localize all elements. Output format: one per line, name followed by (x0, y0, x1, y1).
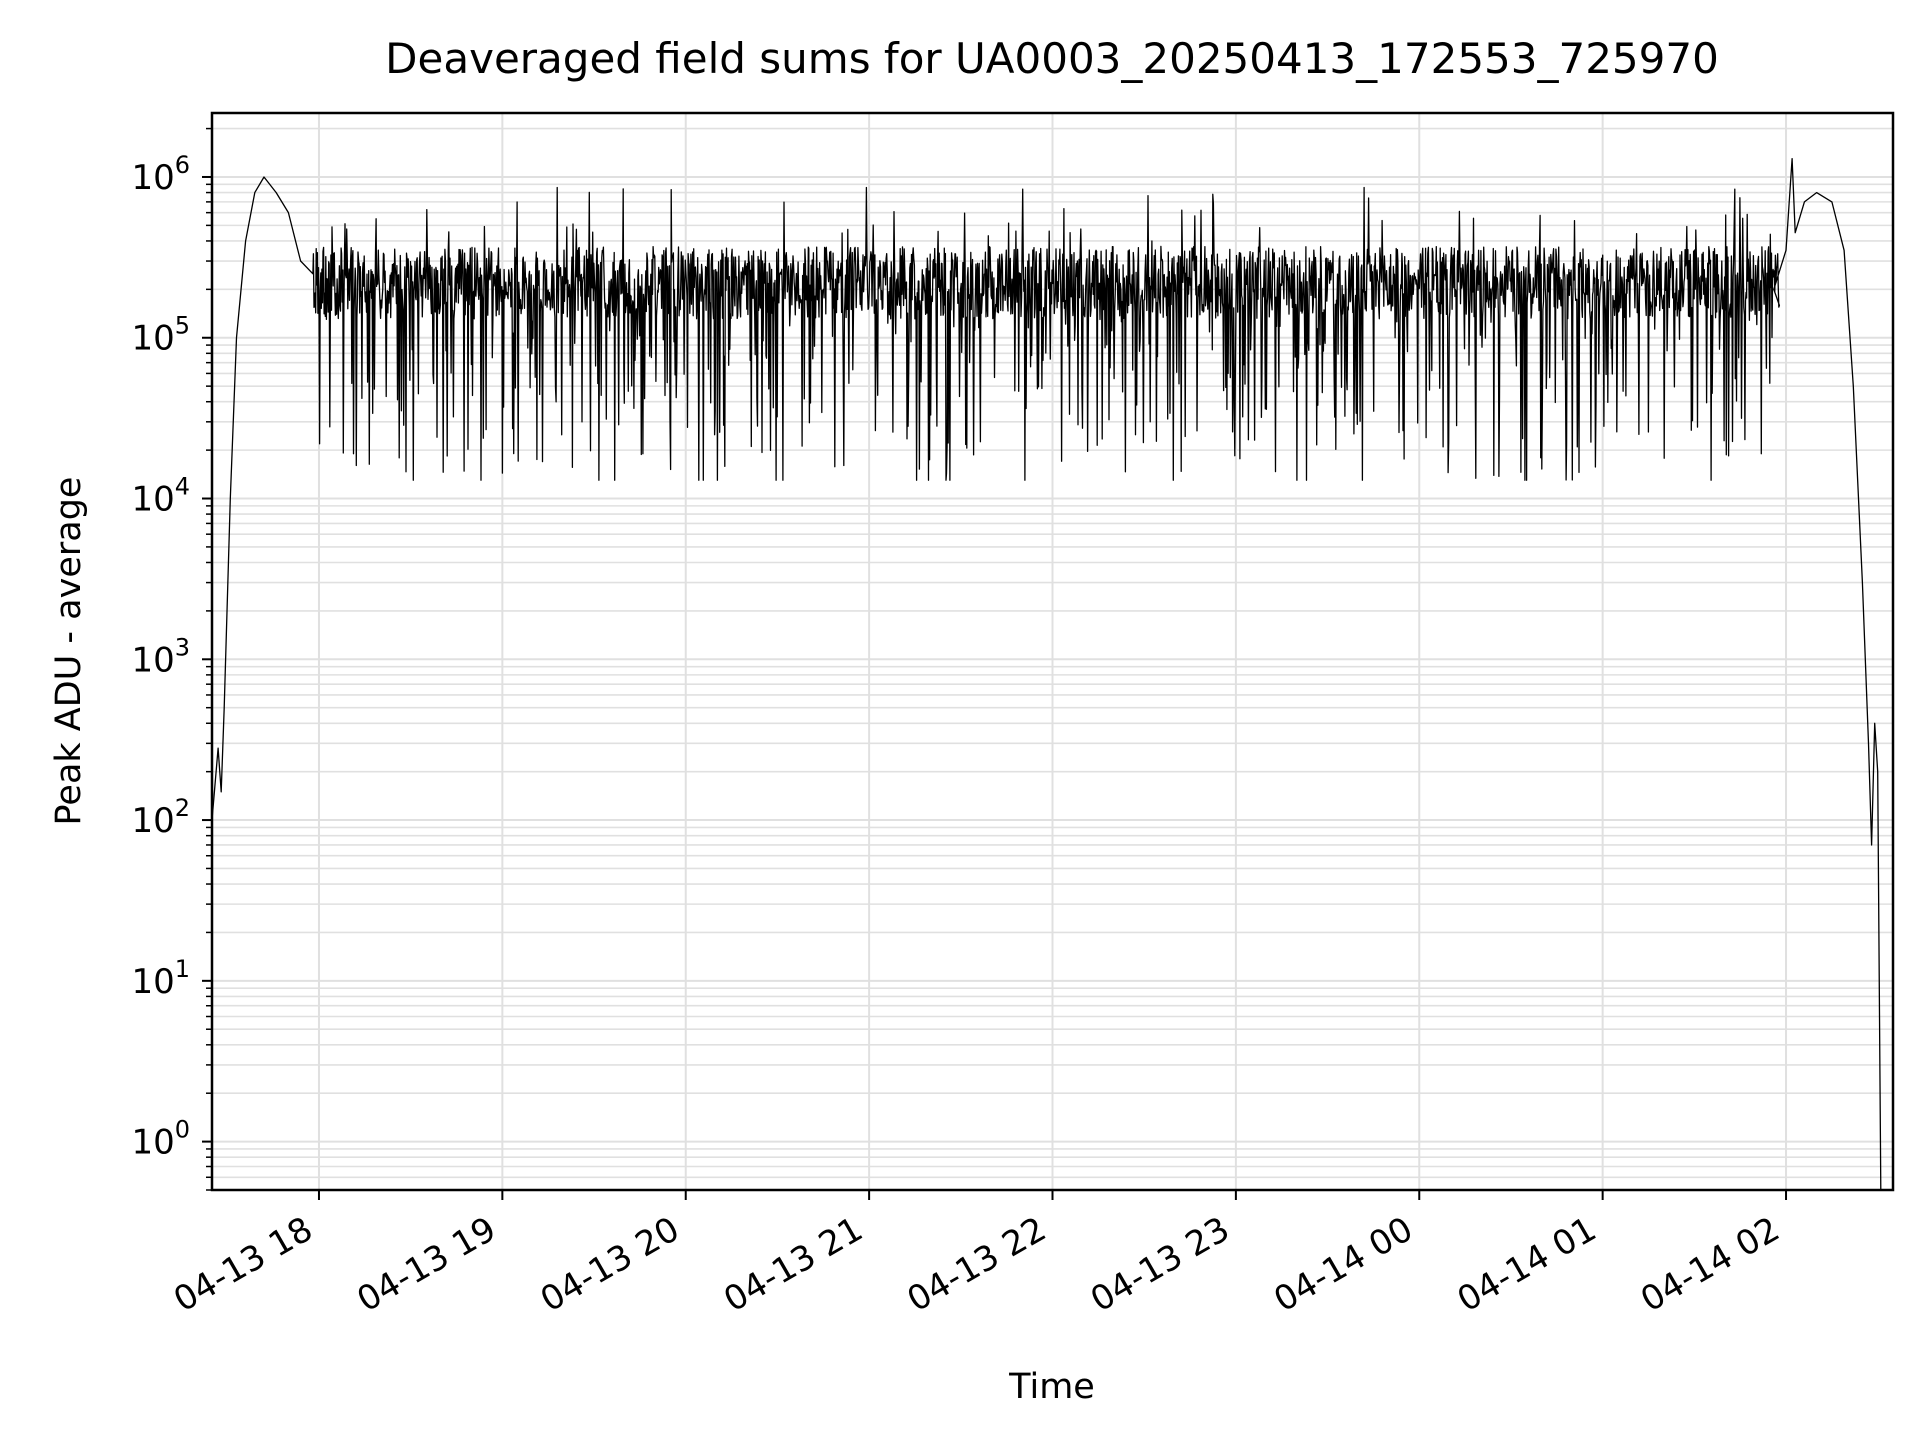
y-axis-label: Peak ADU - average (49, 477, 89, 826)
series-line (211, 158, 1882, 1191)
y-tick-label: 102 (131, 794, 190, 841)
y-tick-label: 103 (131, 633, 190, 680)
y-axis: 100 101 102 103 104 105 106 (131, 127, 212, 1191)
y-tick-label: 101 (131, 955, 190, 1002)
grid (212, 113, 1893, 1191)
chart-title: Deaveraged field sums for UA0003_2025041… (385, 34, 1719, 83)
y-tick-label: 100 (131, 1116, 190, 1163)
y-tick-label: 105 (131, 312, 190, 359)
y-tick-label: 106 (131, 151, 190, 198)
x-axis-label: Time (1008, 1367, 1095, 1407)
series-layer (211, 158, 1882, 1191)
y-tick-label: 104 (131, 473, 190, 520)
